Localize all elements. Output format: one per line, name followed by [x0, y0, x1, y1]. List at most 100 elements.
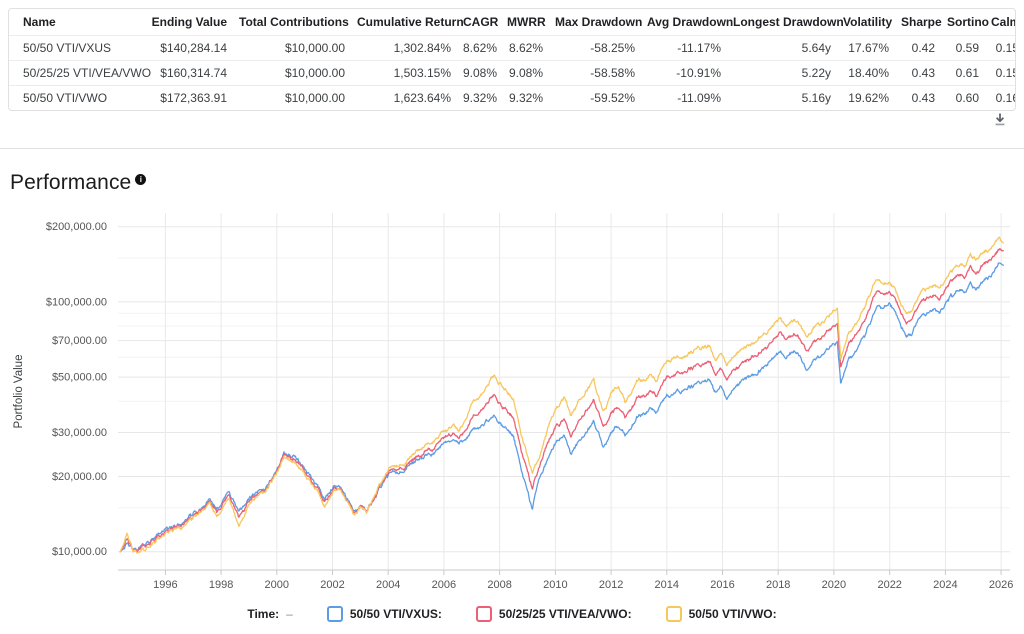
- table-cell: 8.62%: [501, 35, 549, 61]
- y-tick-label: $200,000.00: [46, 221, 107, 233]
- table-cell: $140,284.14: [145, 35, 233, 61]
- column-header: Volatility: [843, 15, 893, 29]
- table-cell: 50/50 VTI/VWO: [9, 85, 145, 110]
- table-cell: -11.09%: [641, 85, 727, 110]
- y-tick-label: $30,000.00: [52, 427, 107, 439]
- legend-time: Time: –: [247, 607, 292, 621]
- section-divider: [0, 148, 1024, 149]
- legend-swatch-icon: [326, 606, 343, 622]
- table-header-row: Name Ending Value Total Contributions Cumul…: [9, 9, 1015, 36]
- table-cell: -11.17%: [641, 35, 727, 61]
- column-header: Longest Drawdown: [733, 15, 844, 29]
- column-header: Avg Drawdown: [647, 15, 734, 29]
- table-cell: 0.60: [941, 85, 985, 110]
- legend-item-2[interactable]: 50/25/25 VTI/VEA/VWO:: [475, 606, 632, 622]
- y-axis-title: Portfolio Value: [13, 355, 25, 429]
- legend-swatch-icon: [665, 606, 682, 622]
- table-cell: 0.61: [941, 60, 985, 86]
- x-tick-label: 2014: [655, 579, 679, 591]
- column-header: Name: [23, 15, 56, 29]
- x-tick-label: 1998: [209, 579, 233, 591]
- legend-time-value: –: [286, 607, 293, 621]
- series-line-2[interactable]: [119, 248, 1004, 553]
- y-tick-label: $20,000.00: [52, 471, 107, 483]
- column-header: MWRR: [507, 15, 546, 29]
- x-tick-label: 2010: [543, 579, 567, 591]
- x-tick-label: 1996: [153, 579, 177, 591]
- table-cell: 0.16: [985, 85, 1015, 110]
- column-header: Calmar: [991, 15, 1015, 29]
- table-cell: $10,000.00: [233, 35, 351, 61]
- table-cell: 0.42: [895, 35, 941, 61]
- y-tick-label: $50,000.00: [52, 372, 107, 384]
- table-cell: 5.16y: [727, 85, 837, 110]
- table-cell: 1,503.15%: [351, 60, 457, 86]
- x-tick-label: 2008: [487, 579, 511, 591]
- page-title: Performance: [10, 171, 132, 194]
- column-header: CAGR: [463, 15, 499, 29]
- table-row: 50/50 VTI/VXUS $140,284.14 $10,000.00 1,302…: [9, 35, 1015, 61]
- x-tick-label: 2012: [599, 579, 623, 591]
- table-cell: $160,314.74: [145, 60, 233, 86]
- table-cell: -59.52%: [549, 85, 641, 110]
- table-cell: 5.22y: [727, 60, 837, 86]
- legend-item-1[interactable]: 50/50 VTI/VXUS:: [326, 606, 442, 622]
- x-tick-label: 2004: [376, 579, 400, 591]
- table-cell: 17.67%: [837, 35, 895, 61]
- y-tick-label: $100,000.00: [46, 296, 107, 308]
- table-cell: $10,000.00: [233, 60, 351, 86]
- table-cell: 1,623.64%: [351, 85, 457, 110]
- table-cell: 9.32%: [501, 85, 549, 110]
- x-tick-label: 2020: [822, 579, 846, 591]
- legend-label: 50/50 VTI/VXUS:: [349, 607, 442, 621]
- x-tick-label: 2000: [265, 579, 289, 591]
- legend-time-label: Time:: [247, 607, 280, 621]
- chart-legend: Time: – 50/50 VTI/VXUS: 50/25/25 VTI/VEA/…: [0, 606, 1024, 622]
- y-tick-label: $10,000.00: [52, 546, 107, 558]
- legend-item-3[interactable]: 50/50 VTI/VWO:: [665, 606, 777, 622]
- table-cell: 50/50 VTI/VXUS: [9, 35, 145, 61]
- column-header: Ending Value: [151, 15, 227, 29]
- x-tick-label: 2016: [710, 579, 734, 591]
- table-cell: 5.64y: [727, 35, 837, 61]
- table-cell: 0.43: [895, 85, 941, 110]
- y-tick-label: $70,000.00: [52, 335, 107, 347]
- info-icon[interactable]: i: [135, 174, 147, 185]
- section-header: Performance i: [10, 171, 147, 195]
- table-cell: 0.59: [941, 35, 985, 61]
- table-cell: 50/25/25 VTI/VEA/VWO: [9, 60, 151, 86]
- x-tick-label: 2024: [933, 579, 957, 591]
- table-cell: 1,302.84%: [351, 35, 457, 61]
- x-tick-label: 2018: [766, 579, 790, 591]
- legend-label: 50/25/25 VTI/VEA/VWO:: [498, 607, 632, 621]
- legend-swatch-icon: [475, 606, 492, 622]
- download-icon: [995, 113, 1005, 126]
- download-button[interactable]: [988, 108, 1012, 132]
- x-tick-label: 2002: [320, 579, 344, 591]
- table-cell: $172,363.91: [145, 85, 233, 110]
- table-cell: 9.32%: [457, 85, 501, 110]
- table-cell: 9.08%: [457, 60, 501, 86]
- table-cell: -58.58%: [549, 60, 641, 86]
- table-cell: $10,000.00: [233, 85, 351, 110]
- table-cell: -58.25%: [549, 35, 641, 61]
- table-cell: 0.43: [895, 60, 941, 86]
- table-cell: 8.62%: [457, 35, 501, 61]
- column-header: Sharpe: [901, 15, 942, 29]
- table-cell: 18.40%: [837, 60, 895, 86]
- table-row: 50/25/25 VTI/VEA/VWO $160,314.74 $10,000.0…: [9, 60, 1015, 86]
- table-row: 50/50 VTI/VWO $172,363.91 $10,000.00 1,623.…: [9, 85, 1015, 110]
- table-cell: 0.15: [985, 35, 1015, 61]
- summary-table: Name Ending Value Total Contributions Cumul…: [8, 8, 1016, 111]
- series-line-3[interactable]: [119, 236, 1004, 554]
- x-tick-label: 2026: [989, 579, 1013, 591]
- column-header: Max Drawdown: [555, 15, 643, 29]
- column-header: Sortino: [947, 15, 989, 29]
- column-header: Total Contributions: [239, 15, 349, 29]
- legend-label: 50/50 VTI/VWO:: [688, 607, 777, 621]
- column-header: Cumulative Return: [357, 15, 464, 29]
- x-tick-label: 2006: [432, 579, 456, 591]
- series-line-1[interactable]: [119, 262, 1004, 553]
